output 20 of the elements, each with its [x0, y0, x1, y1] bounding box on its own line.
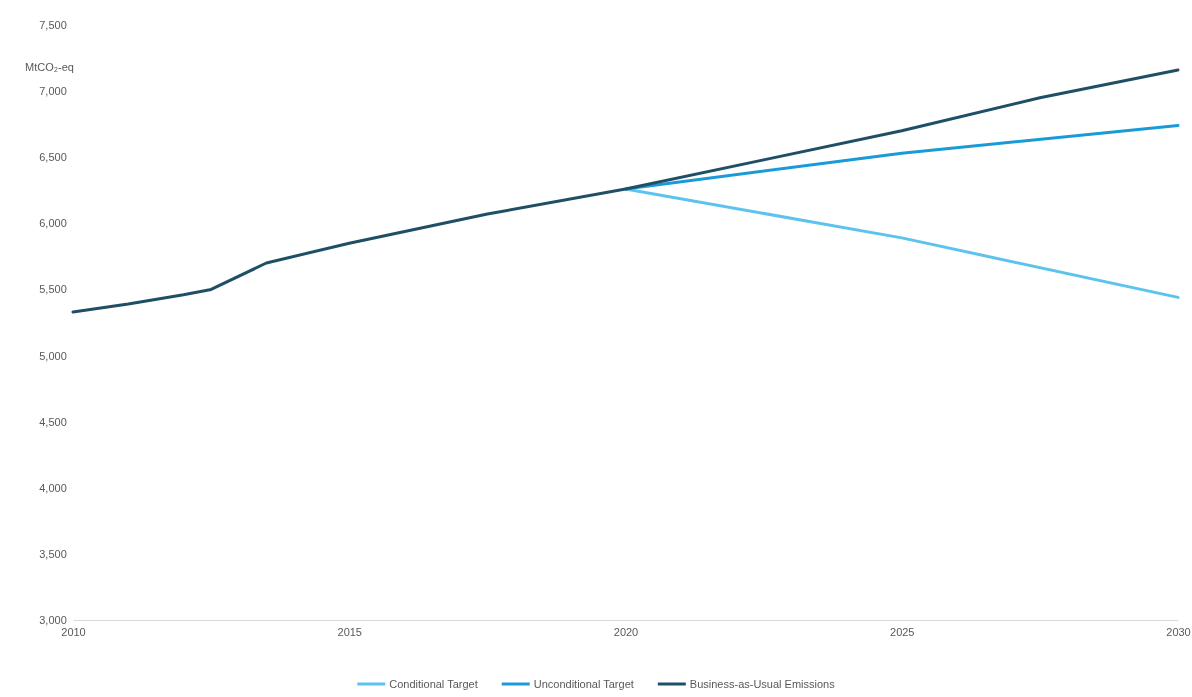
- line-series: [71, 68, 1180, 314]
- y-tick-label: 6,500: [39, 151, 67, 164]
- legend-label: Business-as-Usual Emissions: [689, 678, 836, 690]
- x-tick-label: 2020: [613, 625, 639, 638]
- legend-label: Conditional Target: [389, 678, 478, 690]
- x-tick-label: 2010: [61, 625, 86, 638]
- y-tick-label: 7,000: [39, 85, 67, 98]
- y-tick-label: 4,000: [39, 481, 67, 494]
- y-tick-label: 3,000: [39, 614, 67, 627]
- y-tick-label: 4,500: [39, 415, 67, 428]
- y-tick-label: 5,500: [39, 283, 67, 296]
- y-axis-title: MtCO₂-eq: [25, 61, 74, 73]
- y-tick-label: 6,000: [39, 217, 67, 230]
- legend-label: Unconditional Target: [533, 678, 634, 690]
- x-tick-label: 2030: [1166, 625, 1191, 638]
- y-tick-label: 7,500: [39, 19, 67, 32]
- x-tick-label: 2025: [890, 625, 915, 638]
- x-tick-label: 2015: [337, 625, 362, 638]
- y-tick-label: 5,000: [39, 349, 67, 362]
- y-tick-label: 3,500: [39, 547, 67, 560]
